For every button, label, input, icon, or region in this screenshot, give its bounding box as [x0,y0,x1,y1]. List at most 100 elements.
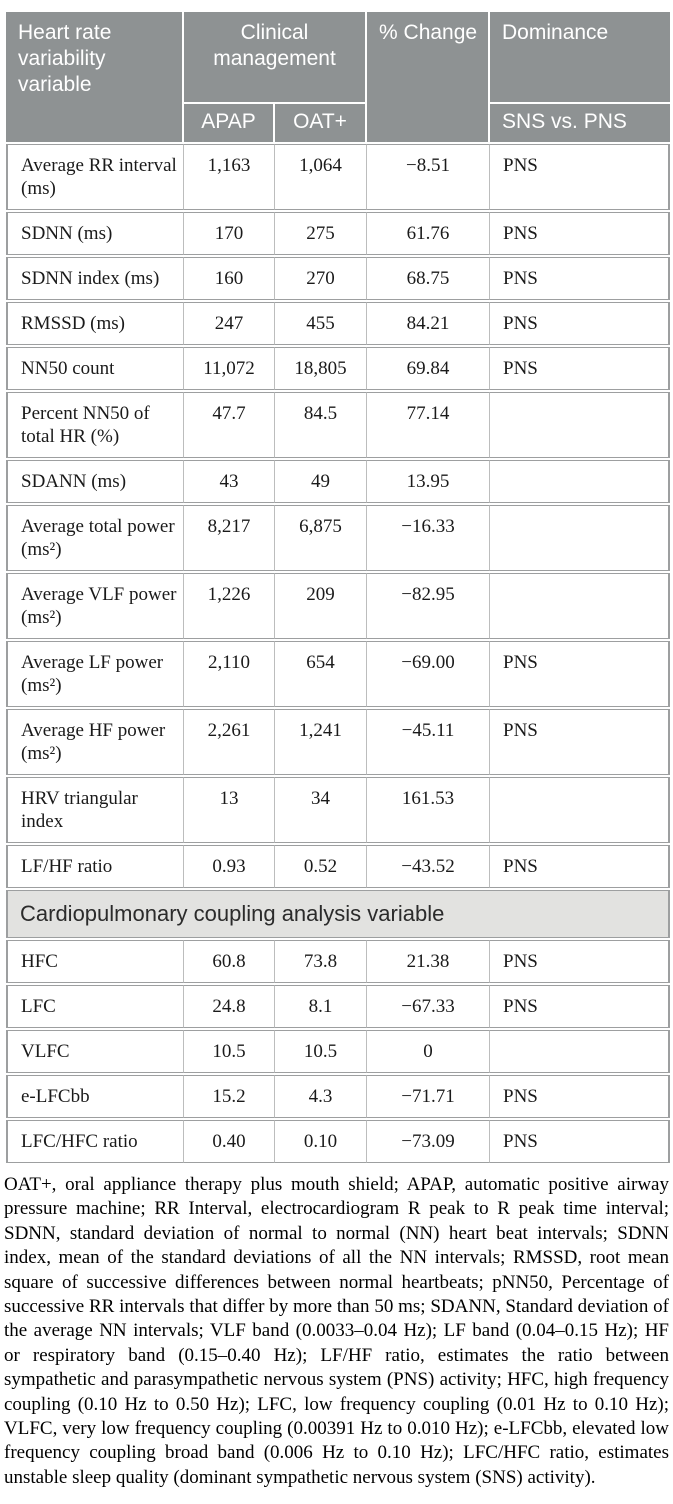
apap-value-cell: 43 [184,460,275,503]
dominance-cell [490,460,671,503]
pct-change-cell: −43.52 [367,845,491,888]
pct-change-cell: 0 [367,1030,491,1073]
header-sns-vs-pns-subcolumn: SNS vs. PNS [490,104,671,142]
apap-value-cell: 2,110 [184,641,275,707]
pct-change-cell: −73.09 [367,1120,491,1163]
apap-value-cell: 160 [184,257,275,300]
dominance-cell: PNS [490,144,671,210]
table-row: LF/HF ratio 0.93 0.52 −43.52 PNS [6,845,671,888]
apap-value-cell: 47.7 [184,392,275,458]
variable-cell: RMSSD (ms) [6,302,184,345]
variable-cell: Average VLF power (ms²) [6,573,184,639]
header-row-sub: APAP OAT+ SNS vs. PNS [6,104,671,142]
pct-change-cell: 77.14 [367,392,491,458]
apap-value-cell: 0.40 [184,1120,275,1163]
apap-value-cell: 15.2 [184,1075,275,1118]
dominance-cell [490,505,671,571]
table-row: HFC 60.8 73.8 21.38 PNS [6,940,671,983]
pct-change-cell: −8.51 [367,144,491,210]
dominance-cell: PNS [490,709,671,775]
oat-value-cell: 654 [275,641,368,707]
hrv-variables-section: Average RR interval (ms) 1,163 1,064 −8.51 P… [6,144,671,888]
oat-value-cell: 84.5 [275,392,368,458]
oat-value-cell: 209 [275,573,368,639]
apap-value-cell: 10.5 [184,1030,275,1073]
pct-change-cell: 61.76 [367,212,491,255]
table-row: SDNN index (ms) 160 270 68.75 PNS [6,257,671,300]
variable-cell: e-LFCbb [6,1075,184,1118]
pct-change-cell: 84.21 [367,302,491,345]
pct-change-cell: −67.33 [367,985,491,1028]
pct-change-cell: 13.95 [367,460,491,503]
table-row: SDANN (ms) 43 49 13.95 [6,460,671,503]
oat-value-cell: 1,241 [275,709,368,775]
pct-change-cell: −82.95 [367,573,491,639]
table-row: VLFC 10.5 10.5 0 [6,1030,671,1073]
oat-value-cell: 34 [275,777,368,843]
cpc-variables-section: HFC 60.8 73.8 21.38 PNS LFC 24.8 8.1 −67.33 PNS VL… [6,940,671,1163]
variable-cell: Average total power (ms²) [6,505,184,571]
dominance-cell [490,573,671,639]
apap-value-cell: 60.8 [184,940,275,983]
apap-value-cell: 8,217 [184,505,275,571]
pct-change-cell: 68.75 [367,257,491,300]
header-row-main: Heart rate variability variable Clinical… [6,12,671,142]
hrv-results-table-container: Heart rate variability variable Clinical… [6,10,671,1165]
table-row: RMSSD (ms) 247 455 84.21 PNS [6,302,671,345]
variable-cell: NN50 count [6,347,184,390]
dominance-cell: PNS [490,845,671,888]
dominance-cell: PNS [490,985,671,1028]
dominance-cell: PNS [490,212,671,255]
dominance-cell [490,1030,671,1073]
apap-value-cell: 1,163 [184,144,275,210]
oat-value-cell: 275 [275,212,368,255]
header-variable-column: Heart rate variability variable [6,12,184,142]
apap-value-cell: 13 [184,777,275,843]
variable-cell: HFC [6,940,184,983]
header-dominance-column: Dominance [490,12,671,102]
apap-value-cell: 2,261 [184,709,275,775]
oat-value-cell: 270 [275,257,368,300]
dominance-cell: PNS [490,347,671,390]
table-row: Average total power (ms²) 8,217 6,875 −16.3… [6,505,671,571]
oat-value-cell: 1,064 [275,144,368,210]
variable-cell: VLFC [6,1030,184,1073]
variable-cell: Percent NN50 of total HR (%) [6,392,184,458]
oat-value-cell: 0.52 [275,845,368,888]
apap-value-cell: 11,072 [184,347,275,390]
table-row: HRV triangular index 13 34 161.53 [6,777,671,843]
table-header: Heart rate variability variable Clinical… [6,12,671,142]
table-footnote: OAT+, oral appliance therapy plus mouth … [4,1174,669,1488]
oat-value-cell: 73.8 [275,940,368,983]
cpc-section-heading: Cardiopulmonary coupling analysis variab… [6,890,671,938]
apap-value-cell: 24.8 [184,985,275,1028]
table-row: Average VLF power (ms²) 1,226 209 −82.95 [6,573,671,639]
variable-cell: LF/HF ratio [6,845,184,888]
dominance-cell: PNS [490,1120,671,1163]
table-row: Average HF power (ms²) 2,261 1,241 −45.11 PN… [6,709,671,775]
section-band-row: Cardiopulmonary coupling analysis variab… [6,890,671,938]
variable-cell: SDNN index (ms) [6,257,184,300]
variable-cell: SDNN (ms) [6,212,184,255]
header-oat-subcolumn: OAT+ [275,104,368,142]
variable-cell: LFC [6,985,184,1028]
variable-cell: SDANN (ms) [6,460,184,503]
oat-value-cell: 4.3 [275,1075,368,1118]
section-band-body: Cardiopulmonary coupling analysis variab… [6,890,671,938]
header-pct-change-column: % Change [367,12,491,142]
oat-value-cell: 18,805 [275,347,368,390]
table-row: LFC 24.8 8.1 −67.33 PNS [6,985,671,1028]
oat-value-cell: 49 [275,460,368,503]
oat-value-cell: 8.1 [275,985,368,1028]
table-row: Average RR interval (ms) 1,163 1,064 −8.51 P… [6,144,671,210]
table-row: SDNN (ms) 170 275 61.76 PNS [6,212,671,255]
pct-change-cell: −16.33 [367,505,491,571]
apap-value-cell: 1,226 [184,573,275,639]
dominance-cell: PNS [490,302,671,345]
variable-cell: Average LF power (ms²) [6,641,184,707]
hrv-results-table: Heart rate variability variable Clinical… [6,10,671,1165]
apap-value-cell: 170 [184,212,275,255]
oat-value-cell: 10.5 [275,1030,368,1073]
header-apap-subcolumn: APAP [184,104,275,142]
variable-cell: LFC/HFC ratio [6,1120,184,1163]
